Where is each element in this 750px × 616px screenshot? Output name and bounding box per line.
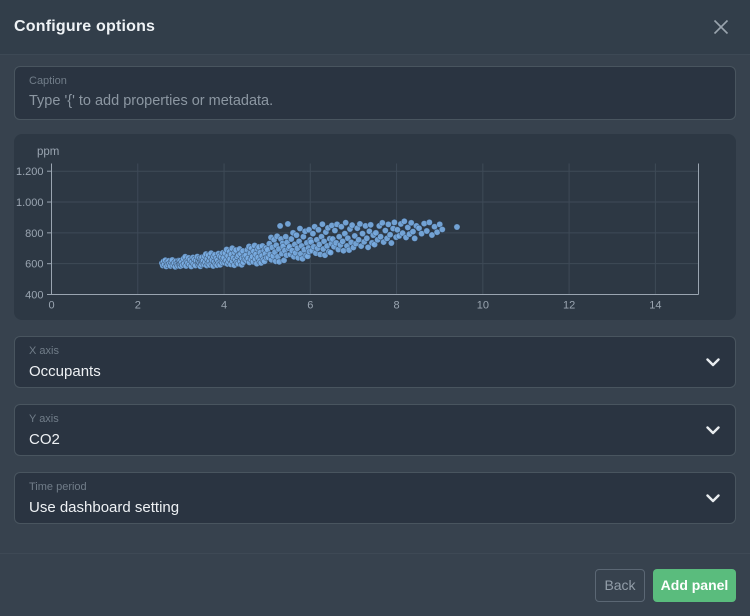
svg-text:1.000: 1.000 [16,197,44,209]
close-button[interactable] [708,14,734,40]
svg-text:1.200: 1.200 [16,166,44,178]
chevron-down-icon [706,358,720,367]
svg-text:0: 0 [48,300,54,312]
svg-text:12: 12 [563,300,575,312]
caption-label: Caption [29,75,67,87]
page-title: Configure options [14,18,156,35]
y-axis-label: Y axis [29,413,59,425]
time-period-label: Time period [29,481,87,493]
svg-text:4: 4 [221,300,227,312]
svg-text:800: 800 [25,228,43,240]
dialog-footer: Back Add panel [0,553,750,616]
time-period-value: Use dashboard setting [29,499,180,516]
svg-text:10: 10 [477,300,489,312]
caption-field: Caption [14,66,736,120]
svg-text:8: 8 [394,300,400,312]
x-axis-select[interactable]: X axis Occupants [14,336,736,388]
x-axis-label: X axis [29,345,59,357]
x-axis-value: Occupants [29,363,101,380]
caption-input[interactable] [29,93,721,109]
svg-text:6: 6 [307,300,313,312]
back-button[interactable]: Back [595,568,645,602]
y-axis-select[interactable]: Y axis CO2 [14,404,736,456]
dialog-header: Configure options [0,0,750,55]
svg-text:400: 400 [25,290,43,302]
svg-text:14: 14 [649,300,661,312]
scatter-chart: ppm 400 600 800 1.000 1.200 0 2 4 6 8 10 12 14 [16,146,699,312]
svg-text:600: 600 [25,259,43,271]
add-panel-button[interactable]: Add panel [653,568,736,602]
y-axis-value: CO2 [29,431,60,448]
chevron-down-icon [706,494,720,503]
chart-panel: ppm 400 600 800 1.000 1.200 0 2 4 6 8 10 12 14 [14,134,736,320]
chevron-down-icon [706,426,720,435]
svg-text:ppm: ppm [37,146,59,158]
close-icon [713,19,729,35]
time-period-select[interactable]: Time period Use dashboard setting [14,472,736,524]
svg-text:2: 2 [135,300,141,312]
